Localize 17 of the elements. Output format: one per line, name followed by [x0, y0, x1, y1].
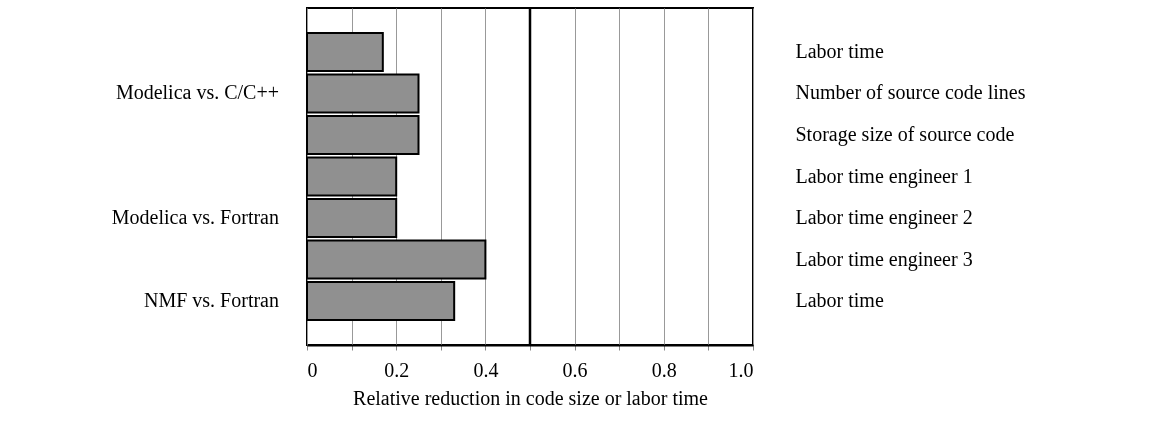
- y-tick-label: Labor time: [795, 289, 884, 312]
- x-tick-label: 0.2: [384, 358, 410, 381]
- x-tick-label: 0.8: [651, 358, 677, 381]
- text: Modelica vs. C/C++: [115, 81, 279, 104]
- y-tick-label: Number of source code lines: [795, 81, 1026, 104]
- x-tick-label: 0.4: [473, 358, 499, 381]
- text: NMF vs. Fortran: [143, 289, 279, 312]
- x-tick-label: 1.0: [728, 358, 754, 381]
- y-tick-label: Labor time engineer 2: [795, 206, 973, 229]
- x-axis-title: Relative reduction in code size or labor time: [353, 386, 709, 409]
- y-tick-label: Labor time: [795, 39, 884, 62]
- x-tick-label: 0: [307, 358, 318, 381]
- y-tick-label: Storage size of source code: [795, 123, 1015, 146]
- x-tick-label: 0.6: [562, 358, 588, 381]
- y-tick-label: Labor time engineer 3: [795, 247, 973, 271]
- y-tick-label: Labor time engineer 1: [795, 164, 973, 188]
- text: Modelica vs. Fortran: [111, 206, 279, 228]
